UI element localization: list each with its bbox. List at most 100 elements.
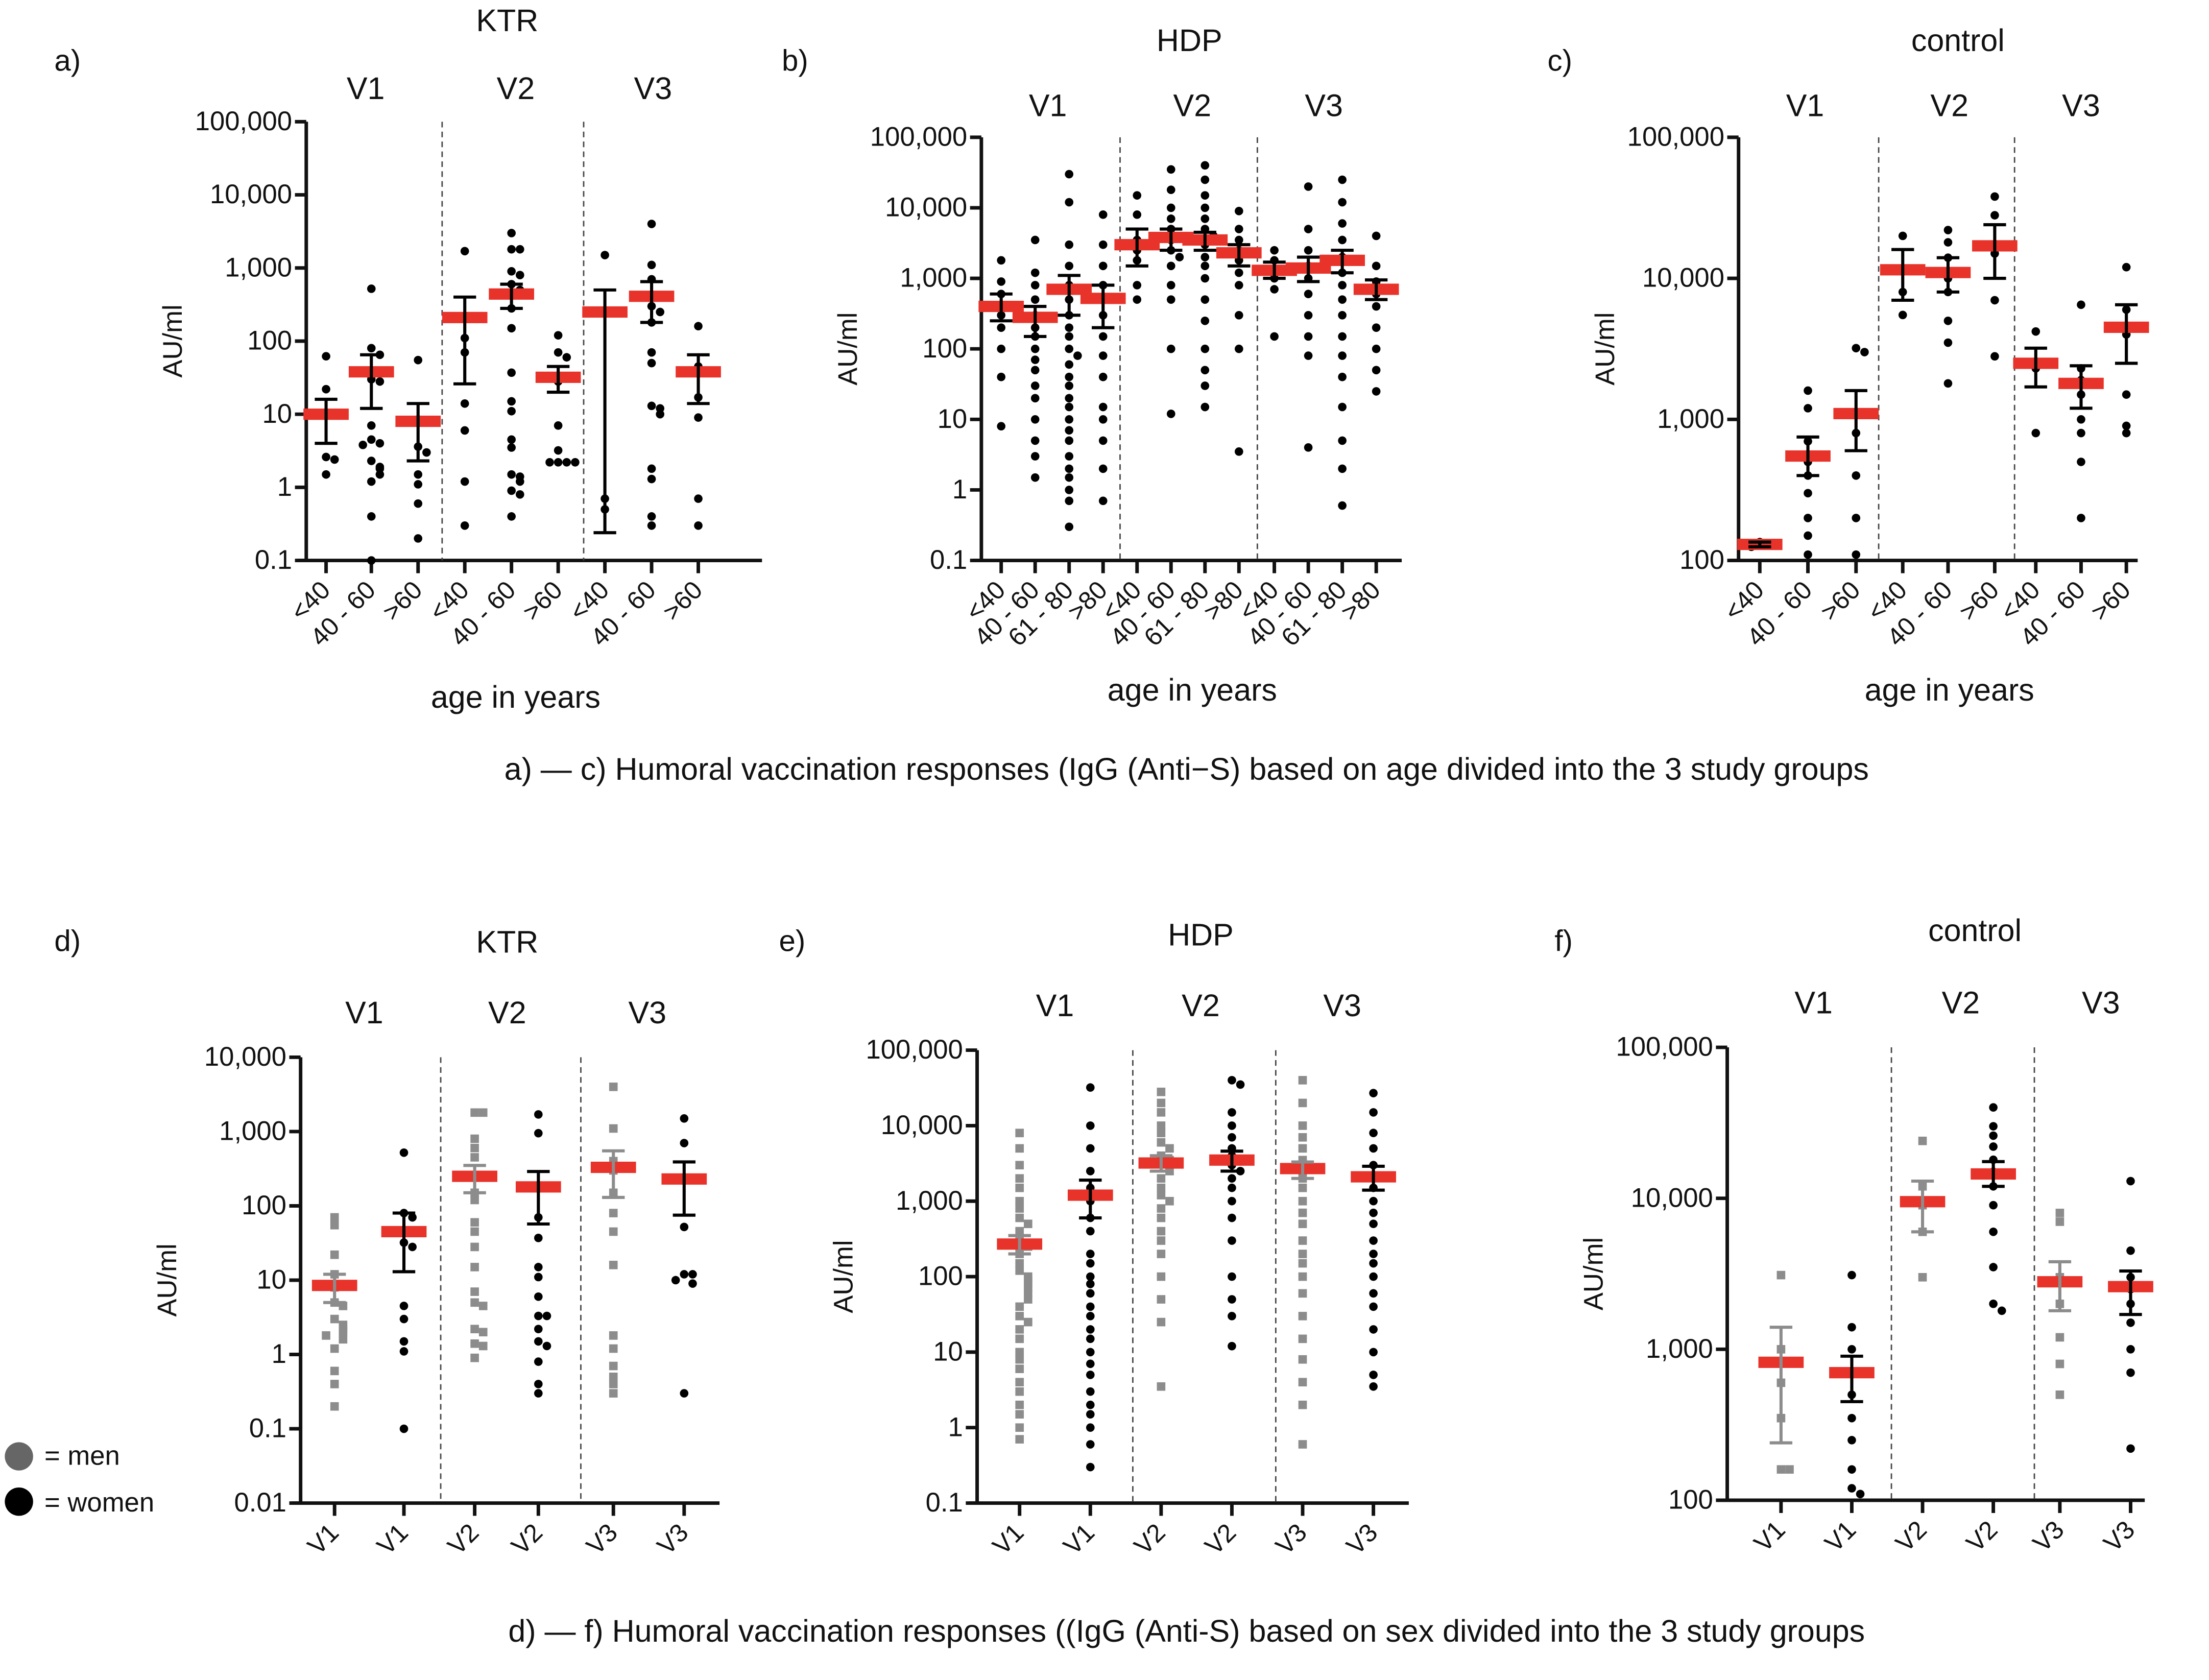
- data-point: [1847, 1465, 1856, 1474]
- data-point: [375, 470, 385, 479]
- data-point: [1372, 302, 1381, 311]
- data-point: [609, 1209, 618, 1217]
- y-axis-label: AU/ml: [833, 313, 863, 386]
- data-point: [609, 1331, 618, 1340]
- legend-women-label: = women: [44, 1487, 154, 1518]
- x-tick-label: V1: [371, 1518, 414, 1561]
- data-point: [367, 556, 376, 565]
- x-tick-label: V2: [1199, 1518, 1242, 1561]
- data-point: [1157, 1174, 1166, 1183]
- visit-header: V2: [1930, 88, 1968, 123]
- x-tick-label: V3: [652, 1518, 694, 1561]
- data-point: [1369, 1196, 1378, 1206]
- group-2: V2: [442, 1108, 497, 1560]
- data-point: [1990, 352, 1999, 361]
- data-point: [339, 1328, 348, 1337]
- data-point: [1369, 1382, 1378, 1391]
- data-point: [1369, 1250, 1378, 1258]
- visit-header: V1: [347, 71, 385, 106]
- data-point: [2077, 514, 2085, 522]
- visit-header: V2: [1182, 988, 1220, 1023]
- data-point: [1065, 496, 1074, 506]
- legend: = men = women: [5, 1441, 154, 1518]
- data-point: [515, 477, 524, 486]
- data-point: [1015, 1312, 1024, 1321]
- y-tick-label: 100: [1668, 1485, 1713, 1515]
- group-2: V2: [1128, 1088, 1184, 1560]
- data-point: [2126, 1177, 2135, 1186]
- data-point: [1943, 338, 1953, 347]
- data-point: [1030, 381, 1040, 390]
- data-point: [330, 1380, 339, 1388]
- data-point: [997, 277, 1005, 286]
- data-point: [1157, 1213, 1166, 1222]
- group-3: <40: [1862, 231, 1926, 626]
- data-point: [408, 1213, 417, 1222]
- data-point: [1015, 1423, 1024, 1432]
- data-point: [1015, 1355, 1024, 1364]
- data-point: [1098, 210, 1108, 219]
- data-point: [1065, 360, 1074, 369]
- data-point: [647, 220, 656, 228]
- group-4: V3: [1270, 1076, 1326, 1560]
- legend-women-marker: [5, 1487, 33, 1516]
- data-point: [1852, 471, 1861, 480]
- data-point: [478, 1108, 488, 1117]
- data-point: [1298, 1272, 1307, 1281]
- data-point: [1030, 355, 1040, 364]
- data-point: [1228, 1076, 1236, 1085]
- visit-header: V3: [628, 995, 666, 1030]
- group-2: V2: [1890, 1136, 1946, 1557]
- data-point: [1015, 1348, 1024, 1357]
- data-point: [1298, 1334, 1307, 1343]
- panel-label: f): [1554, 925, 1573, 958]
- data-point: [478, 1302, 488, 1310]
- data-point: [1015, 1334, 1024, 1343]
- panel-a: a) KTR V1 V2 V3 0.1 1 10 100 1,000 10,000 100,000 AU…: [54, 3, 762, 714]
- data-point: [1776, 1465, 1786, 1474]
- data-point: [694, 494, 703, 503]
- data-point: [1200, 402, 1210, 412]
- group-5: >60: [517, 331, 581, 626]
- data-point: [507, 324, 516, 333]
- y-tick-label: 100,000: [870, 122, 967, 152]
- data-point: [2055, 1333, 2064, 1342]
- visit-header: V3: [1323, 988, 1361, 1023]
- data-point: [1989, 1103, 1998, 1112]
- data-point: [375, 439, 385, 448]
- y-tick-label: 1: [948, 1412, 963, 1442]
- data-point: [1338, 295, 1347, 304]
- data-point: [1065, 436, 1074, 445]
- data-point: [1157, 1138, 1166, 1147]
- data-point: [399, 1302, 409, 1310]
- data-point: [1175, 253, 1184, 261]
- data-point: [1157, 1272, 1166, 1281]
- data-point: [414, 534, 423, 543]
- data-point: [1898, 310, 1907, 320]
- data-point: [1804, 531, 1812, 540]
- data-point: [1369, 1302, 1378, 1311]
- y-tick-label: 1: [272, 1339, 286, 1369]
- data-point: [1065, 464, 1074, 473]
- data-point: [1030, 436, 1040, 445]
- data-point: [1030, 235, 1040, 245]
- data-point: [1338, 351, 1347, 360]
- x-tick-label: >60: [377, 575, 427, 626]
- data-point: [367, 284, 376, 293]
- data-point: [1304, 351, 1313, 360]
- data-point: [688, 1279, 697, 1288]
- data-point: [1015, 1259, 1024, 1268]
- data-point: [1200, 253, 1210, 261]
- data-point: [507, 229, 516, 237]
- group-2: >60: [377, 355, 441, 626]
- data-point: [1228, 1108, 1236, 1117]
- caption-top: a) — c) Humoral vaccination responses (I…: [505, 752, 1869, 786]
- data-point: [1860, 348, 1869, 356]
- x-tick-label: V2: [506, 1518, 548, 1561]
- data-point: [507, 406, 516, 416]
- data-point: [1015, 1435, 1024, 1444]
- data-point: [562, 458, 571, 467]
- y-tick-label: 100,000: [866, 1035, 963, 1065]
- data-point: [1804, 550, 1812, 559]
- data-point: [1369, 1208, 1378, 1217]
